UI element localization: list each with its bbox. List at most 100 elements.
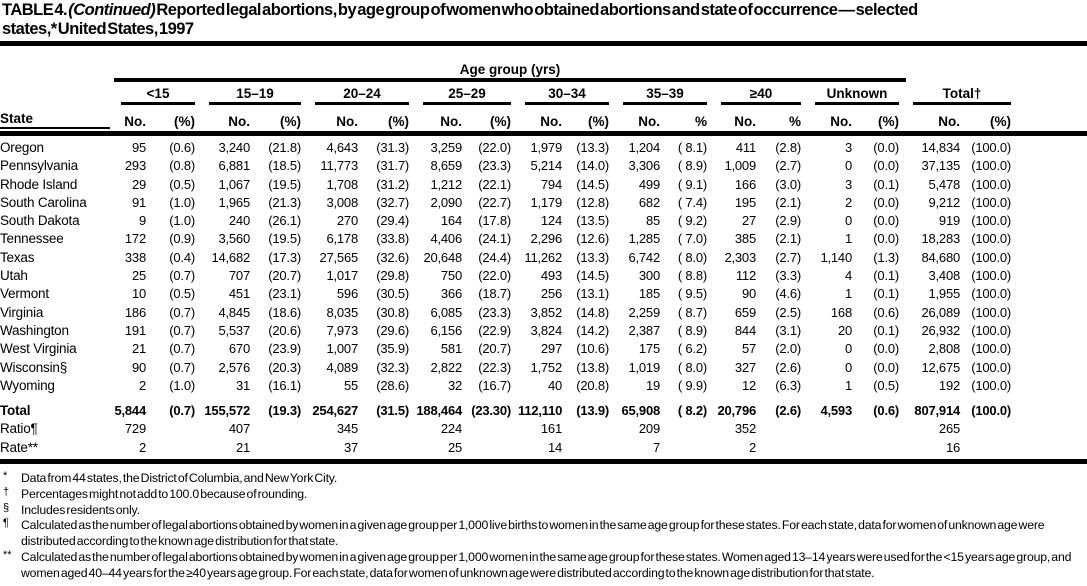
count-cell: 1,708 [326, 176, 358, 192]
filler-cell [1018, 157, 1087, 175]
percent-cell: (0.7) [169, 268, 195, 284]
count-cell: 1,179 [530, 194, 562, 210]
percent-cell: (0.9) [169, 231, 195, 247]
count-cell: 794 [540, 176, 562, 192]
percent-cell: (3.1) [775, 322, 801, 338]
count-cell: 21 [202, 438, 258, 465]
percent-cell: (29.8) [376, 268, 409, 284]
percent-cell: (2.6) [775, 403, 801, 419]
state-cell: Washington [0, 322, 69, 338]
title-line-2: states,* United States, 1997 [2, 20, 194, 38]
table-row: Pennsylvania 293 (0.8) 6,881 (18.5) 11,773 (31… [0, 157, 1087, 175]
percent-cell: (2.0) [775, 341, 801, 357]
percent-cell: (100.0) [971, 377, 1012, 393]
percent-cell: (2.6) [775, 359, 801, 375]
count-cell: 84,680 [921, 249, 961, 265]
count-cell: 7 [616, 438, 668, 465]
count-cell: 2 [114, 438, 154, 465]
percent-cell: (1.3) [873, 249, 900, 265]
percent-cell: (0.6) [169, 140, 195, 155]
percent-cell: (26.1) [268, 213, 301, 229]
percent-cell: (0.7) [169, 403, 195, 419]
count-cell: 12 [741, 377, 756, 393]
count-cell: 90 [741, 286, 756, 302]
count-cell: 195 [734, 194, 756, 210]
count-cell: 6,742 [628, 249, 660, 265]
count-cell: 3,240 [218, 140, 250, 155]
footnote-marker: ¶ [3, 517, 9, 530]
footnote-text: Calculated as the number of legal aborti… [21, 550, 1072, 580]
percent-cell [860, 420, 906, 438]
spacer-cell [0, 80, 114, 105]
table-row: Texas 338 (0.4) 14,682 (17.3) 27,565 (32.6) 20,… [0, 249, 1087, 267]
state-cell: Wyoming [0, 377, 55, 393]
percent-cell: (0.0) [873, 231, 900, 247]
filler-cell [1018, 395, 1087, 420]
count-cell: 186 [124, 304, 146, 320]
percent-cell: (6.3) [775, 377, 801, 393]
page-title: TABLE 4. (Continued) Reported legal abor… [0, 0, 1087, 39]
footnote: § Includes residents only. [3, 502, 1085, 519]
percent-cell: (18.7) [478, 286, 511, 302]
percent-cell: (3.0) [775, 176, 801, 192]
percent-cell: (22.7) [478, 194, 511, 210]
count-cell: 175 [638, 341, 660, 357]
count-cell: 14 [518, 438, 570, 465]
table-row: West Virginia 21 (0.7) 670 (23.9) 1,007 (35.9)… [0, 340, 1087, 358]
percent-cell: ( 6.2) [677, 341, 707, 357]
count-cell: 670 [228, 341, 250, 357]
percent-cell: (30.5) [376, 286, 409, 302]
count-cell: 124 [540, 213, 562, 229]
count-cell: 168 [830, 304, 852, 320]
percent-cell: (0.7) [169, 341, 195, 357]
col-header-no: No. [906, 105, 969, 136]
count-cell: 1,212 [430, 176, 462, 192]
percent-cell: (13.3) [576, 249, 609, 265]
table-row: Wyoming 2 (1.0) 31 (16.1) 55 (28.6) 32 (16.7) 40 (… [0, 377, 1087, 395]
percent-cell: (100.0) [971, 231, 1012, 247]
count-cell: 581 [440, 341, 462, 357]
percent-cell: (100.0) [971, 158, 1012, 174]
count-cell: 21 [131, 341, 146, 357]
count-cell: 1,965 [218, 194, 250, 210]
percent-cell: (100.0) [971, 286, 1012, 302]
count-cell: 1,752 [530, 359, 562, 375]
col-header-no: No. [308, 105, 366, 136]
title-rule [0, 41, 1087, 46]
table-row: Wisconsin§ 90 (0.7) 2,576 (20.3) 4,089 (32.3) 2… [0, 359, 1087, 377]
percent-cell [668, 438, 714, 465]
percent-cell [764, 438, 808, 465]
count-cell: 366 [440, 286, 462, 302]
count-cell: 6,085 [430, 304, 462, 320]
filler-cell [1018, 267, 1087, 285]
percent-cell: (2.7) [775, 249, 801, 265]
count-cell: 6,178 [326, 231, 358, 247]
count-cell: 1,955 [928, 286, 961, 302]
col-group-40plus: ≥40 [714, 80, 808, 105]
count-cell: 4 [844, 268, 852, 284]
percent-cell: (13.3) [576, 140, 609, 155]
percent-cell: (2.8) [775, 140, 801, 155]
count-cell: 2,090 [430, 194, 462, 210]
spacer-cell [1018, 105, 1087, 136]
table-row: Washington 191 (0.7) 5,537 (20.6) 7,973 (29.6)… [0, 322, 1087, 340]
count-cell: 2,822 [430, 359, 462, 375]
percent-cell: (13.9) [576, 403, 609, 419]
percent-cell: (29.6) [376, 322, 409, 338]
count-cell: 14,834 [921, 140, 961, 155]
percent-cell: ( 9.9) [677, 377, 707, 393]
percent-cell: (22.9) [478, 322, 511, 338]
count-cell: 844 [734, 322, 756, 338]
count-cell: 90 [131, 359, 146, 375]
percent-cell: (100.0) [971, 304, 1012, 320]
percent-cell: (0.5) [169, 176, 195, 192]
filler-cell [1018, 230, 1087, 248]
percent-cell: (32.6) [376, 249, 409, 265]
count-cell: 300 [638, 268, 660, 284]
count-cell: 2 [714, 438, 764, 465]
percent-cell: (0.4) [169, 249, 195, 265]
count-cell: 16 [906, 438, 969, 465]
percent-cell: (19.3) [268, 403, 301, 419]
count-cell: 3,259 [430, 140, 462, 155]
